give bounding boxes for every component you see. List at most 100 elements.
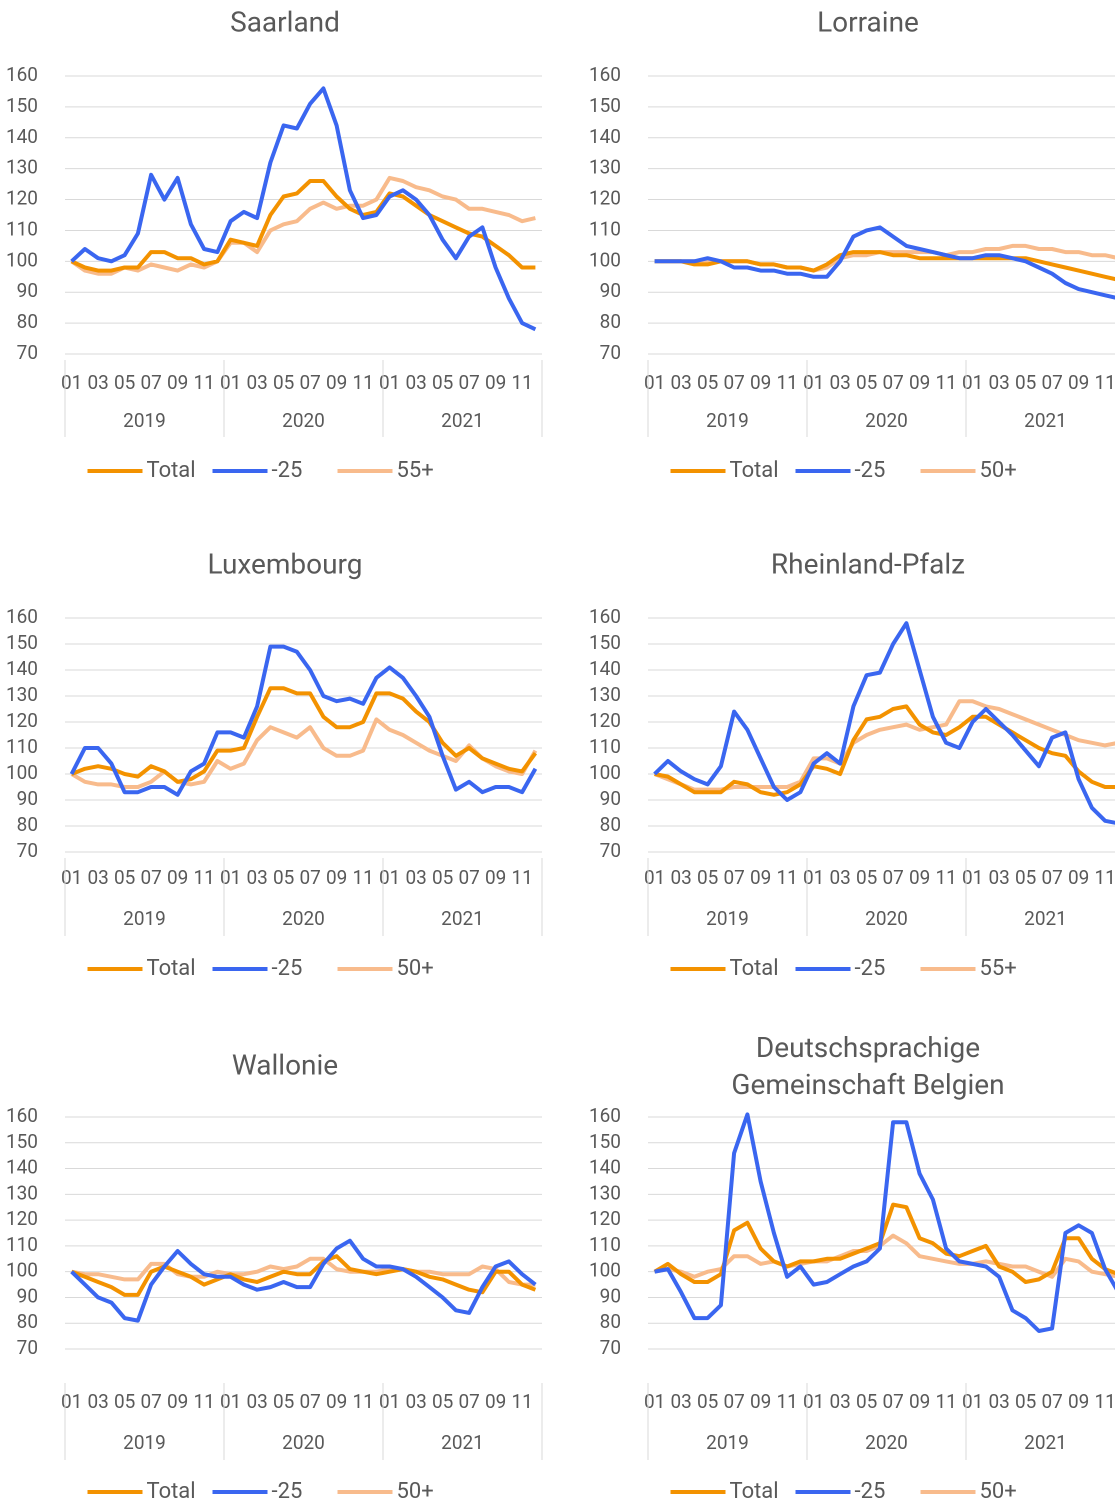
y-tick-label: 110 bbox=[589, 1233, 621, 1256]
chart-title: Deutschsprachige Gemeinschaft Belgien bbox=[731, 1031, 1004, 1101]
y-tick-label: 140 bbox=[589, 1156, 621, 1179]
y-tick-label: 140 bbox=[589, 125, 621, 148]
legend-label: 50+ bbox=[980, 458, 1017, 483]
x-tick-label: 01 bbox=[379, 1390, 400, 1413]
series-line bbox=[653, 699, 1115, 792]
y-tick-label: 140 bbox=[589, 657, 621, 680]
series-line bbox=[70, 686, 538, 784]
y-tick-label: 140 bbox=[6, 1156, 38, 1179]
x-tick-label: 07 bbox=[140, 1390, 161, 1413]
legend-label: -25 bbox=[855, 458, 886, 483]
x-tick-label: 01 bbox=[61, 1390, 82, 1413]
series-line bbox=[654, 1233, 1115, 1279]
x-tick-label: 03 bbox=[405, 371, 426, 394]
x-tick-label: 01 bbox=[220, 1390, 241, 1413]
y-tick-label: 80 bbox=[17, 310, 38, 333]
x-tick-label: 01 bbox=[379, 371, 400, 394]
y-tick-label: 120 bbox=[589, 1207, 621, 1230]
x-tick-label: 01 bbox=[644, 1390, 665, 1413]
y-tick-label: 150 bbox=[6, 1130, 38, 1153]
y-tick-label: 100 bbox=[589, 761, 621, 784]
y-tick-label: 150 bbox=[589, 94, 621, 117]
x-tick-label: 03 bbox=[670, 371, 691, 394]
legend-label: -25 bbox=[272, 1479, 303, 1504]
x-tick-label: 07 bbox=[882, 1390, 903, 1413]
x-tick-label: 11 bbox=[1094, 866, 1115, 889]
x-tick-label: 07 bbox=[882, 866, 903, 889]
x-tick-label: 03 bbox=[405, 1390, 426, 1413]
x-tick-label: 05 bbox=[1015, 866, 1036, 889]
x-tick-label: 11 bbox=[935, 1390, 956, 1413]
x-group-label: 2020 bbox=[865, 1431, 908, 1454]
x-tick-label: 01 bbox=[220, 866, 241, 889]
x-tick-label: 05 bbox=[432, 866, 453, 889]
y-tick-label: 120 bbox=[589, 709, 621, 732]
x-tick-label: 09 bbox=[485, 1390, 506, 1413]
legend-label: Total bbox=[730, 956, 779, 981]
series-line bbox=[654, 243, 1115, 273]
series-line bbox=[654, 250, 1115, 282]
x-tick-label: 09 bbox=[909, 1390, 930, 1413]
y-tick-label: 90 bbox=[17, 787, 38, 810]
y-tick-label: 70 bbox=[17, 839, 38, 862]
series-line bbox=[653, 1202, 1115, 1284]
x-group-label: 2019 bbox=[706, 1431, 749, 1454]
y-tick-label: 130 bbox=[589, 1181, 621, 1204]
x-tick-label: 01 bbox=[803, 1390, 824, 1413]
x-group-label: 2019 bbox=[706, 409, 749, 432]
x-tick-label: 11 bbox=[193, 1390, 214, 1413]
x-tick-label: 09 bbox=[750, 866, 771, 889]
x-group-label: 2021 bbox=[441, 409, 484, 432]
legend-label: -25 bbox=[272, 458, 303, 483]
legend-label: Total bbox=[730, 458, 779, 483]
x-tick-label: 05 bbox=[697, 1390, 718, 1413]
x-tick-label: 07 bbox=[140, 866, 161, 889]
x-tick-label: 07 bbox=[299, 371, 320, 394]
chart-title: Wallonie bbox=[232, 1048, 338, 1081]
x-tick-label: 11 bbox=[352, 866, 373, 889]
y-tick-label: 100 bbox=[6, 1259, 38, 1282]
x-tick-label: 11 bbox=[1094, 371, 1115, 394]
series-line bbox=[70, 86, 537, 332]
x-group-label: 2019 bbox=[123, 907, 166, 930]
x-tick-label: 03 bbox=[988, 1390, 1009, 1413]
series-line bbox=[70, 717, 538, 789]
x-tick-label: 01 bbox=[962, 866, 983, 889]
y-tick-label: 120 bbox=[589, 187, 621, 210]
x-tick-label: 07 bbox=[458, 371, 479, 394]
legend-label: -25 bbox=[855, 1479, 886, 1504]
x-tick-label: 09 bbox=[485, 371, 506, 394]
x-tick-label: 03 bbox=[670, 866, 691, 889]
x-tick-label: 11 bbox=[511, 1390, 532, 1413]
x-tick-label: 07 bbox=[723, 371, 744, 394]
chart-panel: Rheinland-Pfalz 70 80 90 100 110 120 130 140 150 1… bbox=[589, 547, 1115, 981]
chart-title: Saarland bbox=[230, 5, 340, 38]
y-tick-label: 150 bbox=[6, 631, 38, 654]
y-tick-label: 160 bbox=[6, 63, 38, 86]
x-group-label: 2020 bbox=[282, 1431, 325, 1454]
x-tick-label: 07 bbox=[458, 866, 479, 889]
y-tick-label: 160 bbox=[6, 1104, 38, 1127]
x-group-label: 2019 bbox=[123, 409, 166, 432]
x-tick-label: 11 bbox=[352, 1390, 373, 1413]
x-tick-label: 03 bbox=[87, 371, 108, 394]
x-tick-label: 05 bbox=[856, 866, 877, 889]
legend-label: 50+ bbox=[980, 1479, 1017, 1504]
y-tick-label: 160 bbox=[589, 1104, 621, 1127]
x-tick-label: 07 bbox=[723, 1390, 744, 1413]
y-tick-label: 90 bbox=[600, 1284, 621, 1307]
y-tick-label: 100 bbox=[6, 248, 38, 271]
x-tick-label: 05 bbox=[1015, 371, 1036, 394]
x-group-label: 2021 bbox=[1024, 1431, 1067, 1454]
y-tick-label: 110 bbox=[589, 735, 621, 758]
y-tick-label: 70 bbox=[17, 341, 38, 364]
x-tick-label: 11 bbox=[193, 866, 214, 889]
x-tick-label: 05 bbox=[114, 1390, 135, 1413]
y-tick-label: 90 bbox=[17, 1284, 38, 1307]
x-tick-label: 05 bbox=[114, 866, 135, 889]
x-tick-label: 03 bbox=[829, 1390, 850, 1413]
y-tick-label: 160 bbox=[589, 605, 621, 628]
legend-label: 55+ bbox=[397, 458, 434, 483]
